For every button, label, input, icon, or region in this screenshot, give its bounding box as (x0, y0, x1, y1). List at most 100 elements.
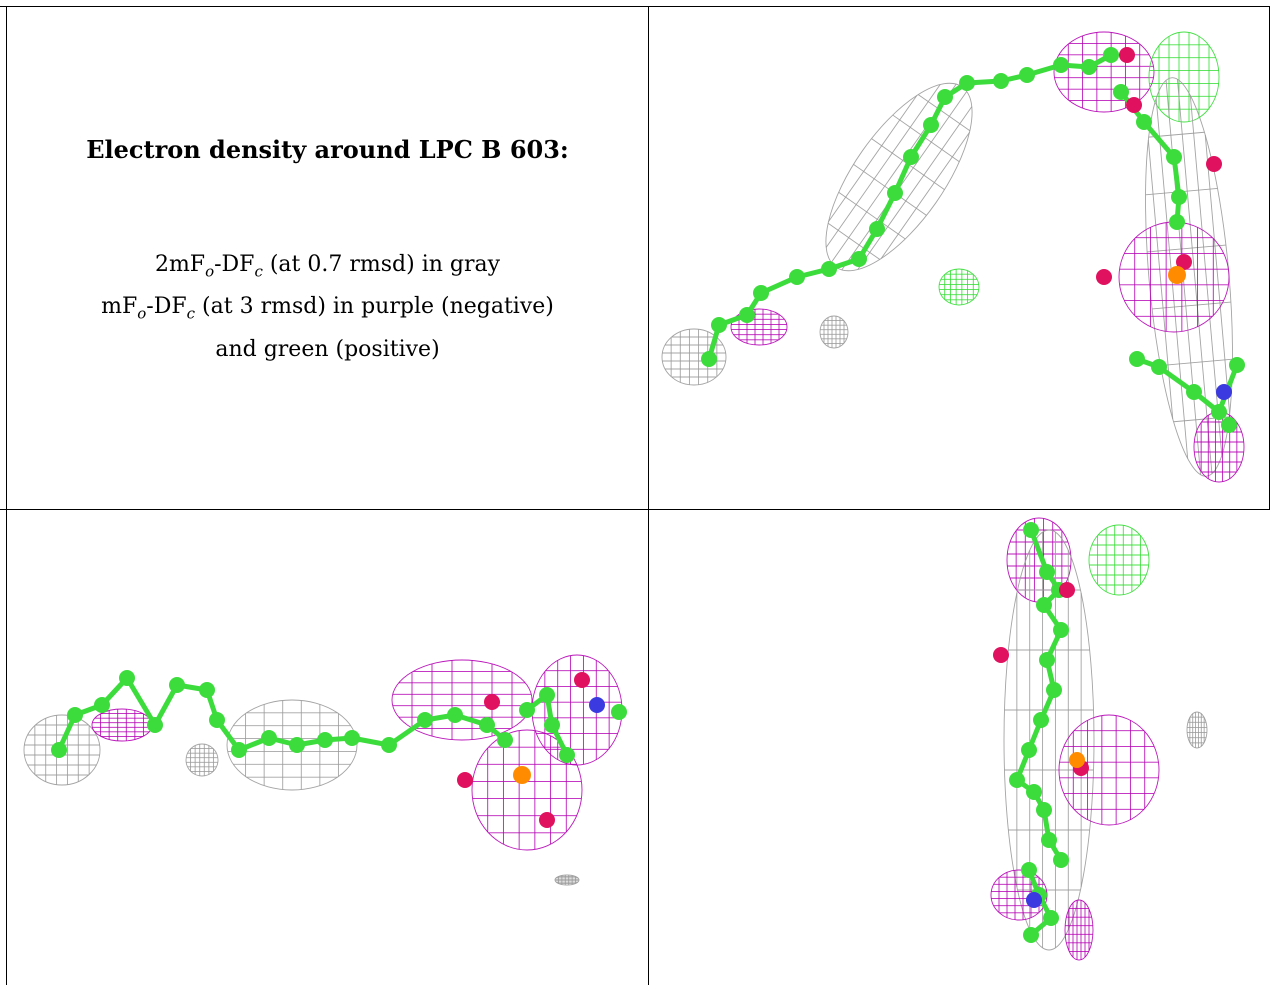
table-border-center (648, 6, 649, 985)
choline-chain-atom (1021, 862, 1037, 878)
lipid-chain-atom (993, 73, 1009, 89)
lipid-chain-atom (1036, 597, 1052, 613)
lipid-chain-atom (959, 75, 975, 91)
oxygen-atom (1176, 254, 1192, 270)
choline-chain-atom (1211, 404, 1227, 420)
lipid-chain-atom (1023, 522, 1039, 538)
oxygen-atom (1059, 582, 1075, 598)
lipid-chain-atom (851, 251, 867, 267)
lipid-chain-atom (1081, 59, 1097, 75)
choline-chain-bonds (1026, 867, 1054, 938)
phosphorus-atom (1069, 752, 1085, 768)
lipid-chain-atom (147, 717, 163, 733)
choline-chain-atom (1129, 351, 1145, 367)
oxygen-atom (574, 672, 590, 688)
lipid-chain-atom (1053, 852, 1069, 868)
lipid-chain-atom (317, 732, 333, 748)
molecule-view-3 (990, 517, 1208, 961)
lipid-chain-atom (1036, 802, 1052, 818)
lipid-chain-atom (789, 269, 805, 285)
lipid-chain-atom (1103, 47, 1119, 63)
lipid-chain-atom (381, 737, 397, 753)
lipid-chain-atom (67, 707, 83, 723)
density-gray-mesh (825, 82, 973, 272)
oxygen-atom (1119, 47, 1135, 63)
view-bottom-left (7, 510, 648, 985)
lipid-chain-atom (1009, 772, 1025, 788)
density-negative-mesh (1058, 714, 1160, 826)
lipid-chain-atom (821, 261, 837, 277)
lipid-chain-atom (1041, 832, 1057, 848)
lipid-chain-atom (261, 730, 277, 746)
caption-cell: Electron density around LPC B 603: 2mFo-… (7, 7, 648, 509)
lipid-chain-atom (1039, 564, 1055, 580)
choline-chain-atom (1043, 910, 1059, 926)
lipid-chain-atom (1046, 682, 1062, 698)
glycerol-chain-bonds (524, 692, 570, 758)
lipid-chain-atom (923, 117, 939, 133)
table-border-middle (0, 509, 1270, 510)
density-gray-mesh (1003, 529, 1095, 951)
density-gray-mesh (185, 743, 219, 777)
density-negative-mesh (730, 308, 788, 346)
glycerol-chain-atom (1136, 114, 1152, 130)
density-positive-mesh (1148, 31, 1220, 123)
lipid-chain-atom (479, 717, 495, 733)
lipid-chain-atom (1053, 57, 1069, 73)
glycerol-chain-atom (519, 702, 535, 718)
oxygen-atom (484, 694, 500, 710)
carbon-atom (611, 704, 627, 720)
figure-legend: 2mFo-DFc (at 0.7 rmsd) in gray mFo-DFc (… (7, 247, 648, 368)
phosphorus-atom (513, 766, 531, 784)
lipid-chain-atom (887, 185, 903, 201)
density-negative-mesh (531, 654, 623, 766)
lipid-chain-atom (289, 737, 305, 753)
carbon-atom (1221, 417, 1237, 433)
glycerol-chain-atom (544, 717, 560, 733)
density-positive-mesh (938, 268, 980, 306)
view-top-right (649, 7, 1269, 509)
lipid-chain-atom (169, 677, 185, 693)
figure-title: Electron density around LPC B 603: (86, 135, 569, 164)
table-border-left (6, 6, 7, 985)
density-gray-mesh (226, 699, 358, 791)
lipid-chain-atom (701, 351, 717, 367)
oxygen-atom (1126, 97, 1142, 113)
lipid-chain-atom (739, 307, 755, 323)
lipid-chain-atom (1019, 67, 1035, 83)
lipid-chain-atom (119, 670, 135, 686)
glycerol-chain-atom (559, 747, 575, 763)
oxygen-atom (1206, 156, 1222, 172)
lipid-chain-atom (344, 730, 360, 746)
nitrogen-atom (1216, 384, 1232, 400)
molecule-view-1 (661, 31, 1245, 483)
lipid-chain-atom (937, 89, 953, 105)
table-border-top (0, 6, 1270, 7)
choline-chain-atom (1186, 384, 1202, 400)
density-positive-mesh (1088, 524, 1150, 596)
glycerol-chain-atom (1171, 189, 1187, 205)
lipid-chain-atom (417, 712, 433, 728)
lipid-chain-atom (447, 707, 463, 723)
lipid-chain-atom (209, 712, 225, 728)
lipid-chain-atom (1053, 622, 1069, 638)
glycerol-chain-atom (1169, 214, 1185, 230)
density-gray-mesh (1186, 711, 1208, 749)
glycerol-chain-atom (539, 687, 555, 703)
oxygen-atom (539, 812, 555, 828)
oxygen-atom (457, 772, 473, 788)
lipid-chain-atom (497, 732, 513, 748)
lipid-chain-atom (1039, 652, 1055, 668)
oxygen-atom (1096, 269, 1112, 285)
lipid-chain-atom (1026, 784, 1042, 800)
oxygen-atom (993, 647, 1009, 663)
density-gray-mesh (661, 328, 727, 386)
legend-line-colors: and green (positive) (215, 336, 440, 362)
choline-chain-atom (1229, 357, 1245, 373)
legend-line-2fofc: 2mFo-DFc (at 0.7 rmsd) in gray (154, 252, 501, 281)
density-gray-mesh (819, 315, 849, 349)
nitrogen-atom (1026, 892, 1042, 908)
legend-line-fofc: mFo-DFc (at 3 rmsd) in purple (negative) (101, 294, 554, 323)
nitrogen-atom (589, 697, 605, 713)
